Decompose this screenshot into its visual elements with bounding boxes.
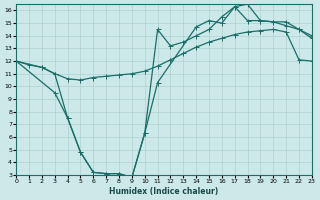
X-axis label: Humidex (Indice chaleur): Humidex (Indice chaleur) xyxy=(109,187,219,196)
